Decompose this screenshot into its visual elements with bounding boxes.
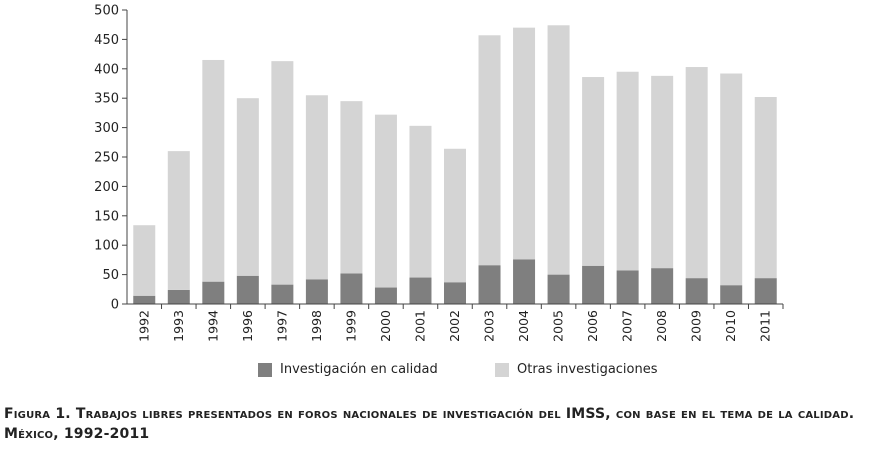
legend: Investigación en calidad Otras investiga…	[0, 362, 876, 380]
legend-item-otras-investigaciones: Otras investigaciones	[495, 362, 658, 377]
bar-otras-investigaciones-1999	[340, 101, 363, 274]
bar-investigacion-calidad-2006	[582, 265, 605, 304]
x-tick-label: 2000	[378, 310, 393, 342]
legend-label-investigacion-calidad: Investigación en calidad	[280, 362, 438, 377]
x-tick-label: 2005	[551, 310, 566, 342]
bar-otras-investigaciones-2010	[720, 73, 743, 286]
x-tick-label: 1994	[205, 310, 220, 342]
y-tick-label: 0	[111, 298, 119, 313]
bar-investigacion-calidad-2008	[651, 268, 674, 304]
bar-otras-investigaciones-1998	[305, 95, 328, 280]
bar-otras-investigaciones-2002	[444, 148, 466, 283]
x-tick-label: 2010	[723, 310, 738, 342]
bar-otras-investigaciones-2000	[374, 114, 397, 288]
x-tick-label: 1996	[240, 310, 255, 342]
bar-otras-investigaciones-2008	[651, 75, 674, 269]
bar-investigacion-calidad-1993	[167, 289, 190, 304]
bar-investigacion-calidad-1992	[133, 295, 156, 304]
bar-investigacion-calidad-2003	[478, 265, 501, 304]
bar-investigacion-calidad-2009	[685, 278, 708, 304]
bar-otras-investigaciones-2004	[513, 27, 536, 260]
bar-otras-investigaciones-2006	[582, 77, 605, 266]
x-tick-label: 2011	[758, 310, 773, 342]
x-tick-label: 2004	[516, 310, 531, 342]
x-tick-label: 1993	[171, 310, 186, 342]
bar-investigacion-calidad-1999	[340, 273, 363, 304]
x-axis: 1992 1993 1994 1996 1997 1998 1999 2000 2001 2002…	[127, 303, 784, 342]
y-tick-label: 250	[94, 151, 119, 166]
y-tick-label: 200	[94, 180, 119, 195]
bar-investigacion-calidad-2007	[616, 270, 639, 304]
x-tick-label: 1999	[343, 310, 358, 342]
x-tick-label: 2008	[654, 310, 669, 342]
bar-otras-investigaciones-2003	[478, 35, 501, 266]
x-tick-label: 2006	[585, 310, 600, 342]
x-tick-label: 1992	[136, 310, 151, 342]
x-tick-label: 2001	[412, 310, 427, 342]
x-tick-label: 1997	[274, 310, 289, 342]
bar-investigacion-calidad-2005	[547, 274, 570, 304]
bar-investigacion-calidad-2010	[720, 285, 743, 304]
y-tick-label: 350	[94, 92, 119, 107]
bars	[133, 25, 777, 304]
bar-otras-investigaciones-2001	[409, 125, 432, 278]
legend-swatch-otras-investigaciones	[495, 362, 509, 377]
bar-otras-investigaciones-2005	[547, 25, 570, 275]
y-tick-label: 50	[102, 268, 119, 283]
bar-investigacion-calidad-2000	[374, 287, 397, 304]
bar-otras-investigaciones-1993	[167, 151, 190, 290]
bar-investigacion-calidad-1998	[305, 279, 328, 304]
bar-investigacion-calidad-2001	[409, 277, 432, 304]
y-tick-label: 150	[94, 209, 119, 224]
y-tick-label: 500	[94, 4, 119, 19]
x-tick-label: 2007	[620, 310, 635, 342]
y-tick-label: 400	[94, 62, 119, 77]
bar-investigacion-calidad-2011	[754, 278, 777, 304]
legend-label-otras-investigaciones: Otras investigaciones	[517, 362, 658, 377]
bar-otras-investigaciones-2009	[685, 67, 708, 279]
bar-investigacion-calidad-2004	[513, 259, 536, 304]
x-tick-label: 2002	[447, 310, 462, 342]
x-tick-label: 1998	[309, 310, 324, 342]
legend-item-investigacion-calidad: Investigación en calidad	[258, 362, 438, 377]
figure-caption: Figura 1. Trabajos libres presentados en…	[4, 406, 855, 442]
bar-investigacion-calidad-1997	[271, 284, 294, 304]
bar-investigacion-calidad-1994	[202, 281, 225, 304]
y-tick-label: 300	[94, 121, 119, 136]
bar-otras-investigaciones-1994	[202, 59, 225, 282]
bar-otras-investigaciones-2007	[616, 71, 639, 271]
bar-otras-investigaciones-1992	[133, 225, 156, 296]
legend-swatch-investigacion-calidad	[258, 362, 272, 377]
bar-otras-investigaciones-2011	[754, 97, 777, 279]
x-tick-label: 2003	[482, 310, 497, 342]
bar-investigacion-calidad-2002	[444, 282, 466, 304]
y-tick-label: 450	[94, 33, 119, 48]
bar-otras-investigaciones-1997	[271, 61, 294, 285]
y-tick-label: 100	[94, 239, 119, 254]
x-tick-label: 2009	[689, 310, 704, 342]
y-axis: 0 50 100 150 200 250 300 350 400 450 500	[94, 4, 128, 313]
bar-investigacion-calidad-1996	[236, 275, 259, 304]
bar-otras-investigaciones-1996	[236, 98, 259, 276]
